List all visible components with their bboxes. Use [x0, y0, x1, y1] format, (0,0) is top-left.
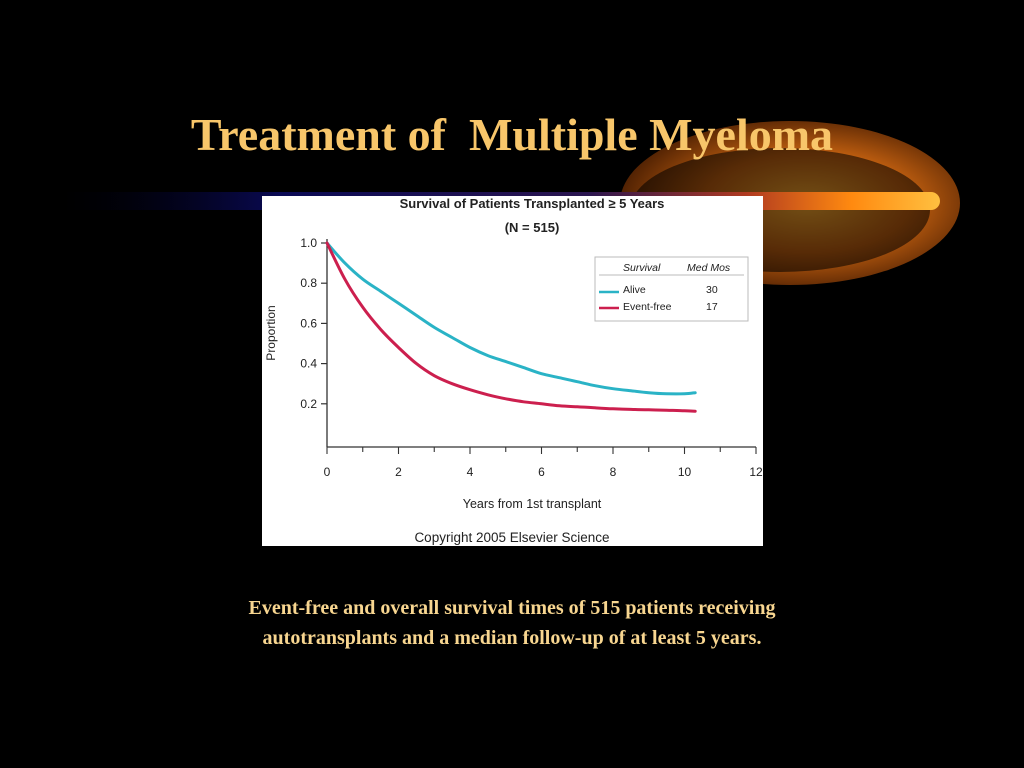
legend: Survival Med Mos Alive 30 Event-free 17: [594, 256, 749, 322]
y-axis-label: Proportion: [264, 305, 278, 360]
legend-header-med-mos: Med Mos: [687, 262, 731, 274]
legend-label-alive: Alive: [623, 284, 646, 296]
chart-subtitle: (N = 515): [505, 220, 560, 235]
x-tick-label: 10: [678, 465, 692, 479]
y-tick-label: 0.2: [300, 397, 317, 411]
x-tick-label: 6: [538, 465, 545, 479]
x-axis-label: Years from 1st transplant: [463, 497, 602, 511]
legend-header-survival: Survival: [623, 262, 661, 274]
copyright-note: Copyright 2005 Elsevier Science: [414, 530, 609, 545]
legend-label-event-free: Event-free: [623, 301, 672, 313]
slide-title: Treatment of Multiple Myeloma: [190, 109, 834, 160]
y-tick-label: 0.4: [300, 357, 317, 371]
y-ticks: 0.2 0.4 0.6 0.8 1.0: [300, 236, 327, 411]
x-tick-label: 0: [324, 465, 331, 479]
chart-panel: Survival of Patients Transplanted ≥ 5 Ye…: [262, 196, 763, 546]
series-lines: [325, 241, 697, 413]
x-ticks: 0 2 4 6 8 10 12: [324, 447, 763, 479]
x-tick-label: 2: [395, 465, 402, 479]
legend-box: [594, 256, 749, 322]
x-tick-label: 8: [610, 465, 617, 479]
caption-line-2: autotransplants and a median follow-up o…: [262, 627, 762, 649]
survival-chart: Survival of Patients Transplanted ≥ 5 Ye…: [264, 196, 763, 545]
chart-title: Survival of Patients Transplanted ≥ 5 Ye…: [400, 196, 665, 211]
y-tick-label: 0.8: [300, 276, 317, 290]
legend-medmos-alive: 30: [706, 284, 718, 296]
x-tick-label: 12: [749, 465, 763, 479]
series-line-event-free: [325, 241, 697, 413]
y-tick-label: 1.0: [300, 236, 317, 250]
caption-line-1: Event-free and overall survival times of…: [248, 597, 776, 619]
y-tick-label: 0.6: [300, 316, 317, 330]
series-line-alive: [325, 241, 697, 396]
x-tick-label: 4: [467, 465, 474, 479]
slide-caption: Event-free and overall survival times of…: [150, 593, 874, 653]
legend-medmos-event-free: 17: [706, 301, 718, 313]
